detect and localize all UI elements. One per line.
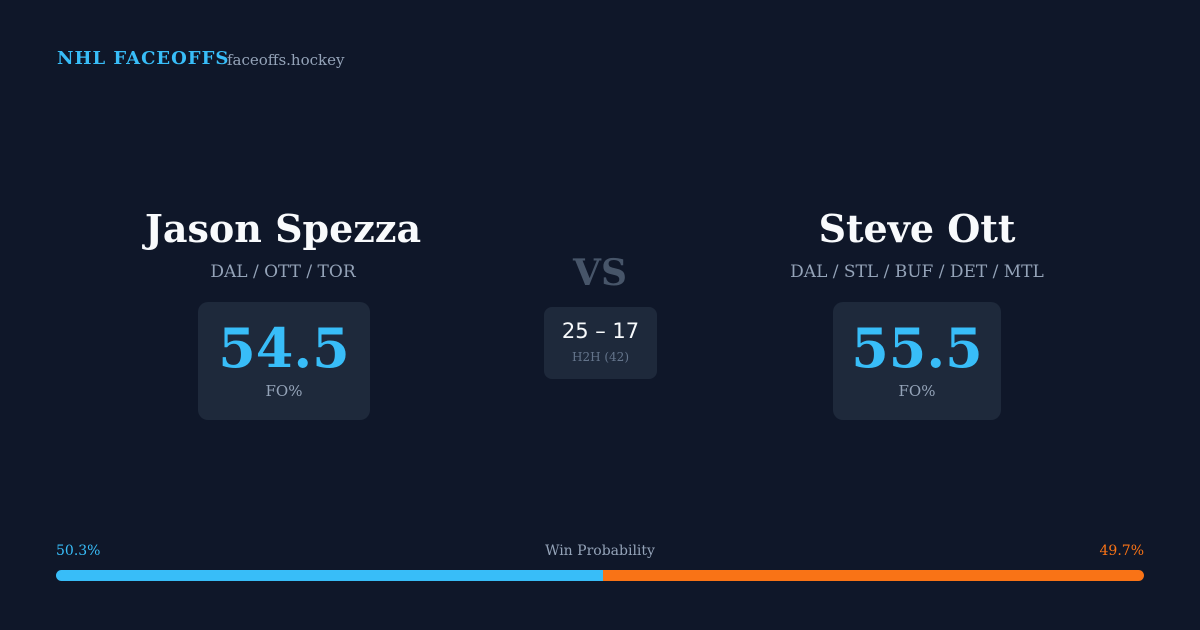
site-url: faceoffs.hockey	[227, 51, 345, 69]
probability-title: Win Probability	[545, 543, 655, 559]
stat-box: 54.5 FO%	[198, 302, 370, 420]
right-segment	[603, 570, 1144, 581]
left-segment	[56, 570, 604, 581]
player-teams: DAL / OTT / TOR	[210, 262, 356, 282]
fo-percentage: 55.5	[851, 316, 983, 380]
fo-percentage: 54.5	[218, 316, 350, 380]
right-probability: 49.7%	[1099, 543, 1144, 559]
player-name: Steve Ott	[818, 206, 1016, 251]
stat-box: 55.5 FO%	[833, 302, 1001, 420]
player-teams: DAL / STL / BUF / DET / MTL	[790, 262, 1044, 282]
h2h-box: 25 – 17 H2H (42)	[544, 307, 657, 379]
fo-label: FO%	[265, 382, 303, 400]
versus: VS	[573, 252, 627, 294]
probability-bar	[56, 570, 1144, 581]
player-name: Jason Spezza	[144, 206, 422, 251]
left-probability: 50.3%	[56, 543, 101, 559]
h2h-record: 25 – 17	[561, 319, 640, 343]
brand-title: NHL FACEOFFS	[57, 48, 230, 69]
fo-label: FO%	[898, 382, 936, 400]
h2h-label: H2H (42)	[571, 350, 629, 364]
